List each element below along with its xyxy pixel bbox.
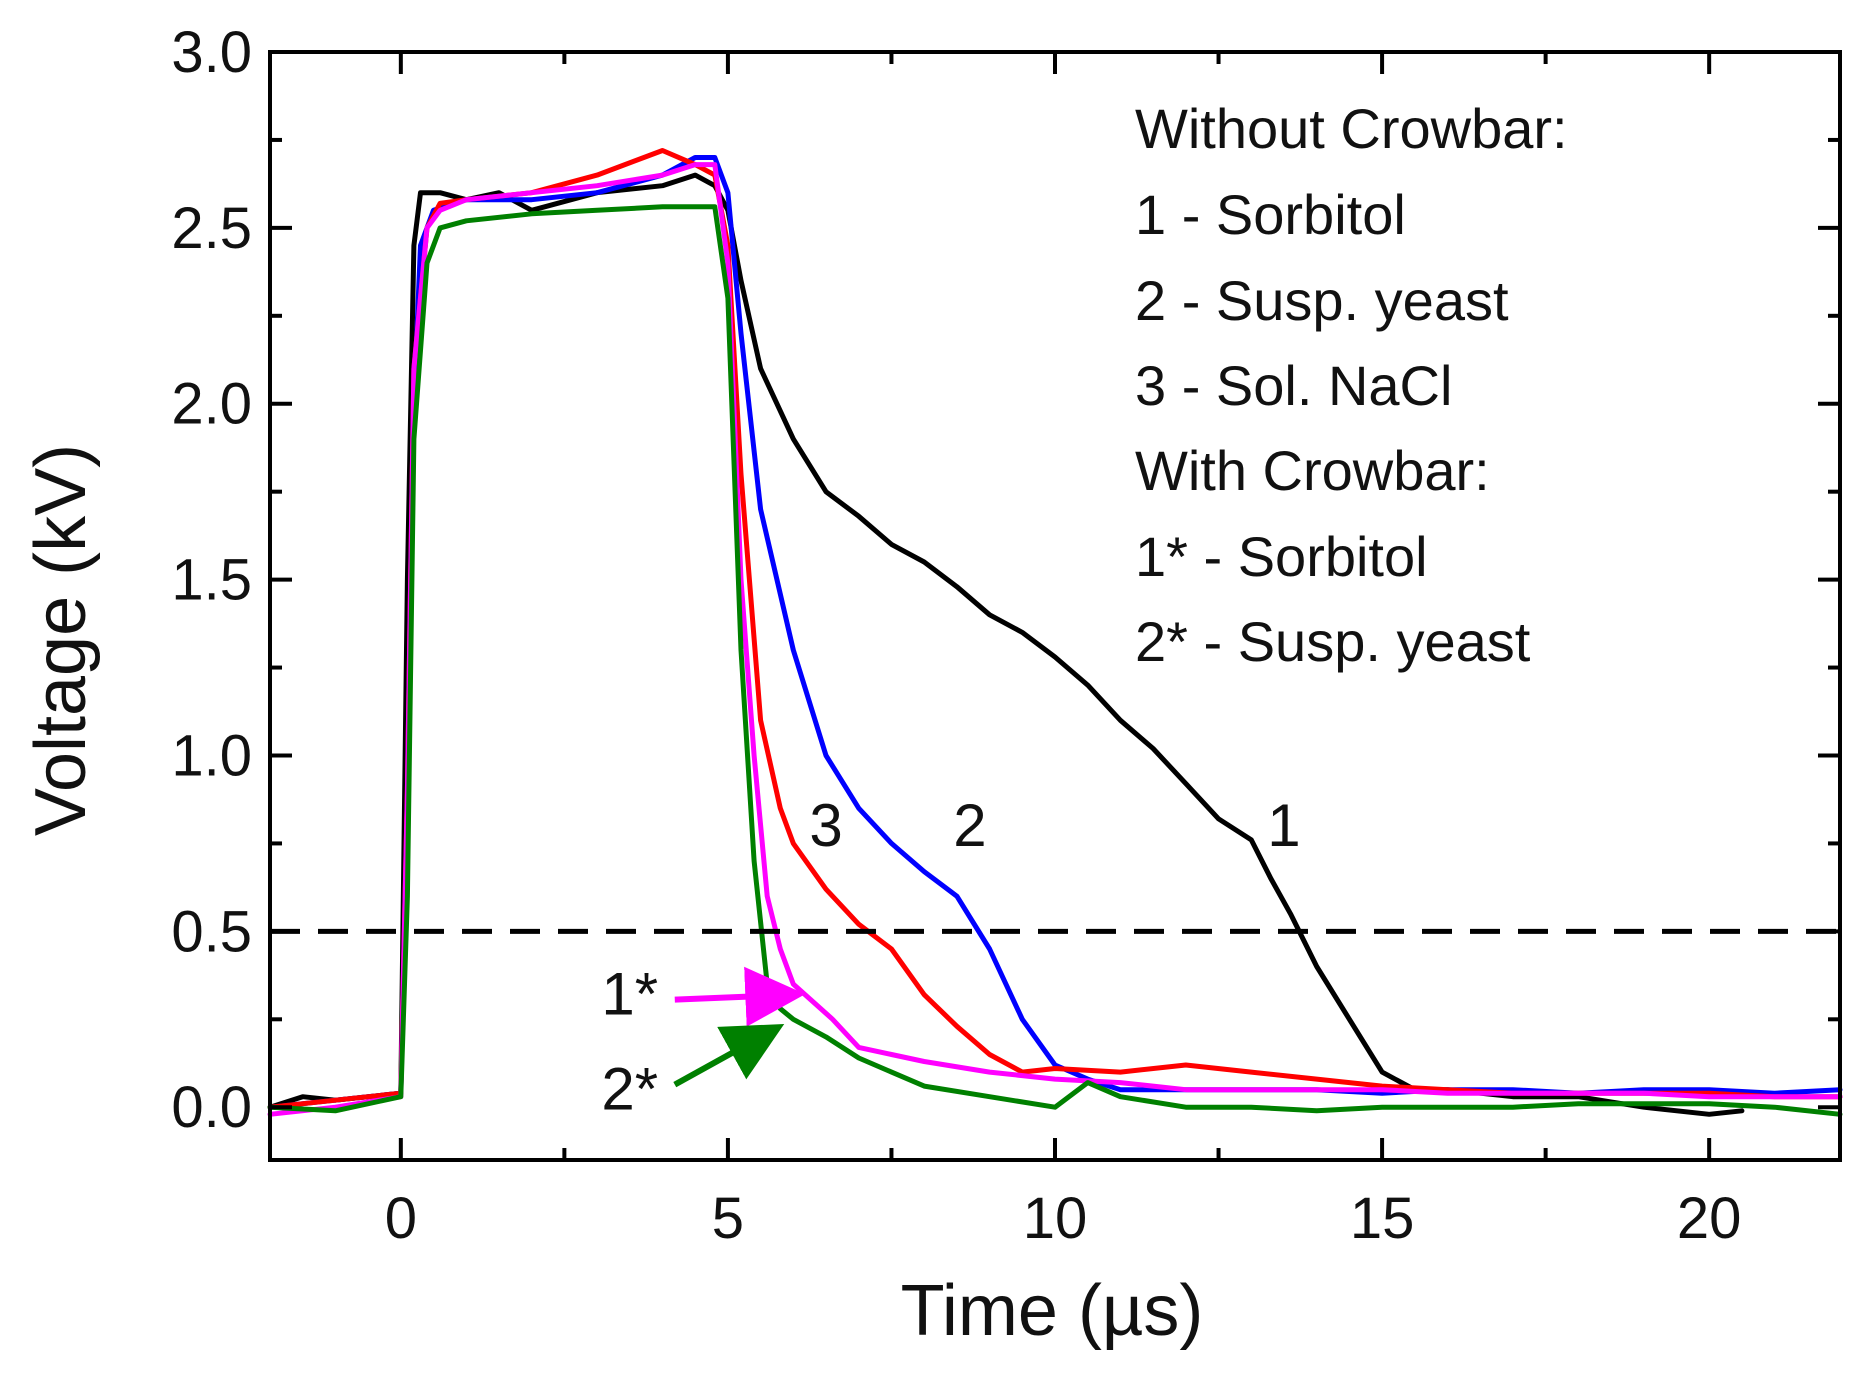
curve-label-2: 2: [953, 792, 986, 859]
legend-line: Without Crowbar:: [1135, 97, 1568, 160]
x-tick-label: 15: [1350, 1186, 1415, 1251]
y-tick-label: 2.0: [171, 372, 252, 437]
series-line-2: [267, 155, 1843, 1110]
y-tick-label: 0.5: [171, 899, 252, 964]
series-line-1: [267, 172, 1745, 1117]
curve-label-4: 1*: [601, 961, 658, 1028]
series-line-3: [267, 148, 1843, 1110]
y-tick-label: 1.0: [171, 723, 252, 788]
y-axis-title: Voltage (kV): [21, 444, 101, 836]
legend-line: 1* - Sorbitol: [1135, 525, 1428, 588]
x-tick-label: 20: [1677, 1186, 1742, 1251]
annotation-arrow-5: [673, 1024, 785, 1088]
curve-label-1: 1: [1267, 792, 1300, 859]
x-tick-label: 0: [385, 1186, 417, 1251]
series-line-5: [267, 204, 1843, 1117]
series-line-4: [267, 162, 1843, 1117]
curve-label-3: 3: [809, 792, 842, 859]
tick-layer: 0 5 10 15 20 0.0 0.5 1.0 1.5 2.0 2.5 3.0: [171, 20, 1840, 1251]
legend-line: 2* - Susp. yeast: [1135, 610, 1531, 673]
y-tick-label: 0.0: [171, 1075, 252, 1140]
curve-label-5: 2*: [601, 1056, 658, 1123]
annotation-layer: 1 2 3 1* 2*: [601, 792, 1300, 1123]
x-axis-title: Time (µs): [901, 1271, 1204, 1351]
series-layer: [267, 148, 1843, 1117]
legend-line: 2 - Susp. yeast: [1135, 269, 1509, 332]
y-tick-label: 2.5: [171, 196, 252, 261]
annotation-arrow-4: [674, 966, 806, 1027]
legend-line: 3 - Sol. NaCl: [1135, 354, 1452, 417]
y-tick-label: 1.5: [171, 548, 252, 613]
y-tick-label: 3.0: [171, 20, 252, 85]
x-tick-label: 5: [712, 1186, 744, 1251]
legend-line: 1 - Sorbitol: [1135, 183, 1406, 246]
legend-line: With Crowbar:: [1135, 439, 1490, 502]
legend: Without Crowbar: 1 - Sorbitol 2 - Susp. …: [1135, 97, 1568, 673]
x-tick-label: 10: [1023, 1186, 1088, 1251]
